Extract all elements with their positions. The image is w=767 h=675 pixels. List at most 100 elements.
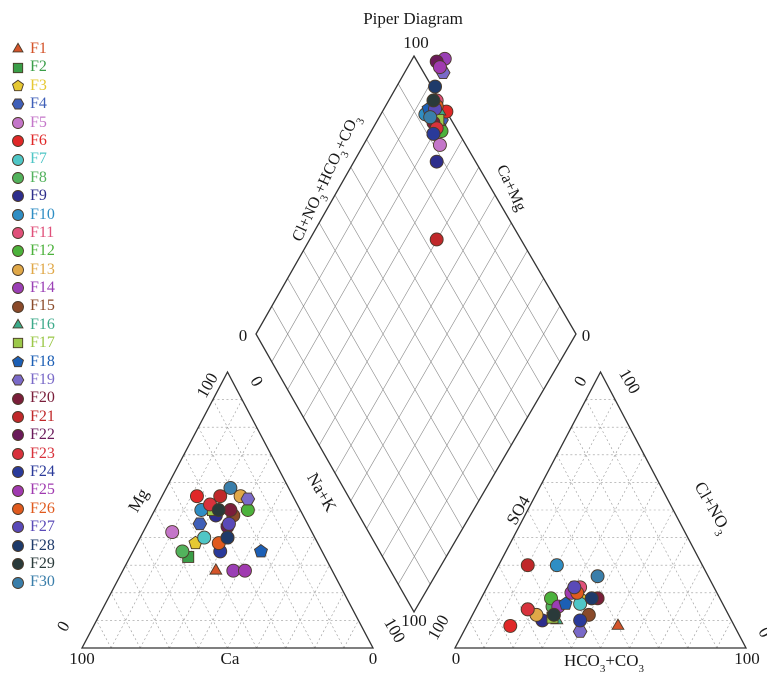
anion-triangle-gridline [556,454,659,649]
legend-label: F23 [30,444,55,462]
svg-text:Cl+NO3+HCO3+CO3: Cl+NO3+HCO3+CO3 [289,112,367,247]
diamond-gridline [382,111,544,390]
legend-marker-icon [8,59,28,77]
cation-triangle-gridline [139,537,199,649]
cation-tick-bottom-left: 100 [69,649,95,668]
legend-marker-icon [8,261,28,279]
legend-label: F19 [30,371,55,389]
legend-item-f15: F15 [8,297,55,315]
diamond-tick-left: 0 [239,326,248,345]
cation-triangle-gridline [314,592,345,649]
chart-title: Piper Diagram [363,9,463,28]
legend-marker-icon [8,132,28,150]
anion-triangle-gridline [600,509,674,649]
legend-item-f3: F3 [8,77,55,95]
cation-point-f19 [240,492,256,506]
legend-marker-icon [8,371,28,389]
cation-tick-left-side: 0 [53,618,74,635]
legend-item-f12: F12 [8,242,55,260]
cation-point-f25 [238,563,252,578]
legend-item-f19: F19 [8,371,55,389]
legend-marker-icon [8,537,28,555]
cation-point-f5 [165,525,180,540]
svg-text:HCO3+CO3: HCO3+CO3 [564,651,645,675]
diamond-point-f24 [426,126,441,141]
anion-triangle-gridline [527,509,601,649]
cation-triangle-gridline [212,399,345,649]
legend-marker-icon [8,408,28,426]
legend-marker-icon [8,151,28,169]
cation-point-f7 [197,530,212,545]
anion-right-axis-label: Cl+NO3 [686,478,735,539]
anion-bottom-axis-label: HCO3+CO3 [564,651,645,675]
anion-point-f10 [549,558,564,573]
diamond-outline [255,54,577,614]
legend-label: F10 [30,205,55,223]
anion-triangle-gridline [512,537,572,649]
legend-label: F9 [30,187,47,205]
legend-marker-icon [8,169,28,187]
diamond-point-f28 [428,79,443,94]
cation-point-f6 [189,489,204,504]
legend-item-f10: F10 [8,206,55,224]
anion-triangle-gridline [585,399,718,649]
legend-label: F15 [30,297,55,315]
legend-item-f22: F22 [8,426,55,444]
legend-item-f8: F8 [8,169,55,187]
anion-triangle-gridline [658,565,703,649]
anion-triangle-outline [453,370,748,649]
cation-triangle-gridline [198,427,316,649]
cation-point-f14 [226,563,241,578]
legend-marker-icon [8,334,28,352]
cation-point-f29 [211,503,226,517]
legend-label: F25 [30,481,55,499]
cation-bottom-axis-label: Ca [221,649,240,668]
legend-item-f25: F25 [8,481,55,499]
points-layer [165,51,625,638]
legend-item-f2: F2 [8,58,55,76]
legend-item-f13: F13 [8,261,55,279]
grid-layer [80,54,748,649]
legend-item-f4: F4 [8,95,55,113]
cation-triangle-gridline [96,620,112,649]
diamond-gridline [382,278,544,557]
anion-point-f24 [573,613,588,628]
cation-point-f8 [175,544,190,559]
diamond-gridline [366,250,528,529]
cation-triangle-outline [80,370,375,649]
legend-marker-icon [8,463,28,481]
diamond-left-axis-label: Cl+NO3+HCO3+CO3 [289,112,367,247]
cation-point-f4 [192,517,208,531]
cation-triangle-gridline [110,399,243,649]
cation-triangle-gridline [139,427,257,649]
legend-marker-icon [8,390,28,408]
cation-point-f20 [223,503,238,517]
legend-label: F24 [30,462,55,480]
diamond-gridline [397,306,561,585]
cation-triangle-gridline [227,509,301,649]
cation-point-f30 [223,480,238,495]
legend-marker-icon [8,224,28,242]
legend-label: F29 [30,554,55,572]
legend-label: F20 [30,389,55,407]
diamond-gridline [366,139,528,418]
legend-label: F18 [30,352,55,370]
legend-label: F26 [30,499,55,517]
svg-text:Cl+NO3: Cl+NO3 [686,478,735,539]
legend-item-f28: F28 [8,537,55,555]
diamond-point-f9 [429,154,444,169]
legend-label: F7 [30,150,47,168]
anion-point-f29 [546,607,561,622]
diamond-point-f29 [426,93,441,108]
legend-marker-icon [8,482,28,500]
legend-label: F1 [30,40,47,57]
diamond-point-f21 [429,232,444,247]
anion-tick-top-left: 0 [570,373,591,390]
anion-triangle-gridline [629,537,689,649]
legend-label: F13 [30,260,55,278]
legend-marker-icon [8,242,28,260]
anion-point-f1 [611,618,625,630]
diamond-tick-bottom: 100 [401,611,427,630]
legend: F1 F2 F3 F4 F5 F6 F7 F8 F9 F10 F11 F12 F13 F14 F15 F16 F… [8,40,55,592]
